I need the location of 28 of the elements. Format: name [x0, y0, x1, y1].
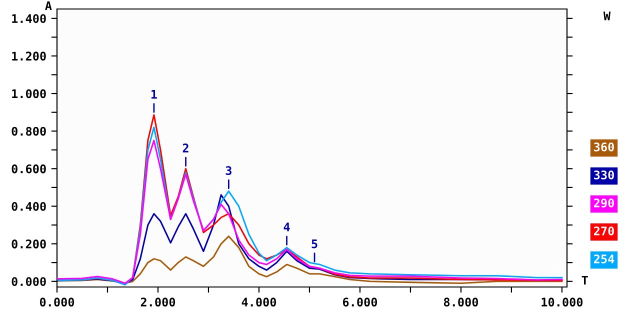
annotation: 1 [151, 90, 157, 99]
text: 360 [594, 142, 614, 152]
y-tick-label: 1.200 [12, 52, 46, 61]
x-tick-label: 2.000 [140, 298, 176, 307]
y-tick-label: 0.200 [12, 240, 46, 248]
annotation: 3 [226, 166, 232, 176]
x-axis-title: T [582, 276, 588, 285]
x-tick-label: 6.000 [342, 298, 378, 307]
text: 330 [594, 170, 614, 180]
legend-title: W [603, 12, 611, 20]
y-tick-label: 1.400 [12, 14, 46, 24]
text: 290 [594, 198, 614, 208]
y-tick-label: 0.600 [12, 164, 46, 174]
x-tick-label: 8.000 [444, 298, 478, 307]
annotation: 4 [284, 222, 290, 232]
text: 270 [594, 226, 614, 236]
y-tick-label: 0.800 [12, 126, 46, 136]
x-tick-label: 0.000 [40, 298, 74, 307]
annotation: 2 [182, 144, 188, 152]
y-tick-label: 0.400 [12, 202, 46, 211]
y-axis-title: A [45, 1, 52, 10]
y-tick-label: 1.000 [12, 89, 46, 98]
line-series [57, 236, 563, 284]
annotation: 5 [312, 240, 318, 248]
y-tick-label: 0.000 [12, 277, 46, 286]
x-tick-label: 10.000 [542, 298, 583, 307]
x-tick-label: 4.000 [242, 298, 276, 307]
text: 254 [594, 254, 614, 264]
